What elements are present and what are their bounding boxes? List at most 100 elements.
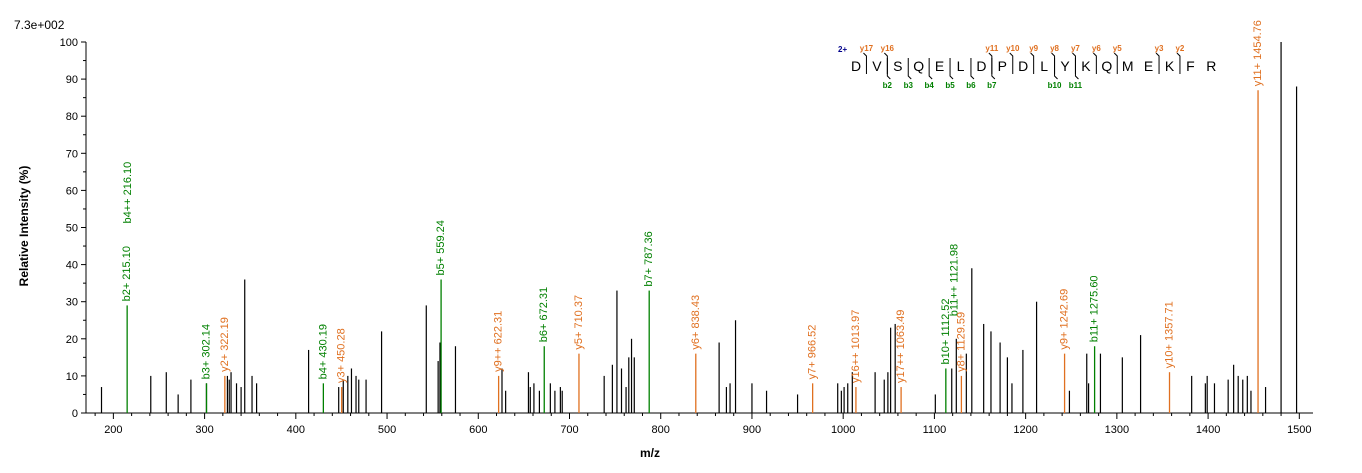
y-ion-bracket: [1155, 52, 1160, 74]
sequence-residue: K: [1081, 58, 1091, 74]
x-tick-label: 700: [560, 424, 578, 436]
x-tick-label: 1000: [831, 424, 855, 436]
sequence-residue: P: [998, 58, 1007, 74]
x-tick-label: 1100: [923, 424, 947, 436]
peak-label: b11+ 1275.60: [1089, 275, 1101, 342]
peak-label: b5+ 559.24: [435, 220, 447, 275]
peak-label: y8+ 1129.59: [955, 312, 967, 372]
peak-label: b4++ 216.10: [122, 162, 134, 224]
y-ion-label: y2: [1175, 44, 1184, 53]
peak-label: b11++ 1121.98: [948, 244, 960, 316]
b-ion-label: b11: [1069, 81, 1083, 90]
y-axis-label: Relative Intensity (%): [17, 166, 31, 287]
y-ion-label: y16: [881, 44, 895, 53]
sequence-residue: R: [1206, 58, 1216, 74]
peak-label: b4+ 430.19: [317, 324, 329, 379]
y-axis: 0 10 20 30 40 50 60 70 80 90 100: [60, 37, 87, 420]
sequence-residue: F: [1186, 58, 1195, 74]
y-ion-bracket: [1030, 52, 1035, 74]
sequence-residue: Q: [1101, 58, 1112, 74]
y-ion-label: y11: [985, 44, 998, 53]
y-tick-label: 30: [66, 297, 78, 309]
b-ion-label: b4: [924, 81, 934, 90]
b-ion-label: b2: [883, 81, 893, 90]
x-tick-label: 1300: [1105, 424, 1129, 436]
peak-label: b10+ 1112.52: [940, 299, 952, 365]
peak-label: b2+ 215.10: [121, 246, 133, 301]
y-ion-bracket: [1092, 52, 1097, 74]
y-ion-label: y9: [1029, 44, 1038, 53]
y-ion-label: y3: [1155, 44, 1164, 53]
peak-label: y2+ 322.19: [219, 317, 231, 372]
y-ion-label: y6: [1092, 44, 1101, 53]
b-ion-label: b7: [987, 81, 997, 90]
y-ion-label: y8: [1050, 44, 1059, 53]
b-ion-bracket: [1054, 58, 1058, 80]
b-ion-bracket: [970, 58, 975, 80]
y-ion-label: y7: [1071, 44, 1080, 53]
sequence-residue: L: [1040, 58, 1048, 74]
y-tick-label: 100: [60, 37, 78, 49]
b-ion-bracket: [886, 58, 891, 80]
y-tick-label: 70: [66, 148, 78, 160]
y-tick-label: 90: [66, 74, 78, 86]
x-tick-label: 400: [287, 424, 305, 436]
sequence-residue: L: [957, 58, 965, 74]
x-tick-label: 300: [195, 424, 213, 436]
y-tick-label: 0: [72, 408, 78, 420]
y-tick-label: 80: [66, 111, 78, 123]
peak-label: y5+ 710.37: [573, 295, 585, 350]
sequence-residue: D: [976, 58, 986, 74]
peak-label: y11+ 1454.76: [1252, 20, 1264, 86]
peak-label: b7+ 787.36: [643, 231, 655, 286]
sequence-residue: S: [893, 58, 902, 74]
peak-label: b6+ 672.31: [538, 287, 550, 342]
y-tick-label: 20: [66, 334, 78, 346]
x-axis-label: m/z: [640, 446, 660, 460]
sequence-residue: V: [872, 58, 882, 74]
sequence-residue: E: [1144, 58, 1153, 74]
intensity-scale-label: 7.3e+002: [14, 18, 65, 32]
y-ion-bracket: [1113, 52, 1118, 74]
b-ion-label: b6: [966, 81, 976, 90]
x-tick-label: 1200: [1013, 424, 1037, 436]
b-ion-bracket: [949, 58, 954, 80]
peak-label: y9+ 1242.69: [1059, 289, 1071, 350]
y-tick-label: 60: [66, 185, 78, 197]
y-tick-label: 10: [66, 371, 78, 383]
b-ion-label: b10: [1048, 81, 1062, 90]
y-ion-label: y10: [1006, 44, 1020, 53]
b-ion-label: b3: [904, 81, 914, 90]
y-tick-label: 40: [66, 260, 78, 272]
peak-label: y3+ 450.28: [336, 328, 348, 383]
b-ion-bracket: [928, 58, 933, 80]
charge-state-label: 2+: [838, 45, 847, 54]
sequence-residue: D: [851, 58, 861, 74]
x-tick-label: 1400: [1196, 424, 1220, 436]
b-ion-label: b5: [945, 81, 955, 90]
sequence-residue: Q: [913, 58, 924, 74]
peak-label: y6+ 838.43: [690, 295, 702, 350]
b-ion-bracket: [1074, 58, 1079, 80]
y-ion-label: y5: [1113, 44, 1122, 53]
peak-label: y10+ 1357.71: [1164, 301, 1176, 368]
sequence-residue: D: [1018, 58, 1028, 74]
y-ion-bracket: [1009, 52, 1014, 74]
x-tick-label: 200: [104, 424, 122, 436]
sequence-residue: K: [1165, 58, 1175, 74]
x-axis: 200 300 400 500 600 700 800 900 1000 1100 1200 1300…: [86, 412, 1313, 436]
peak-label: y7+ 966.52: [807, 325, 819, 380]
sequence-residue: Y: [1060, 58, 1070, 74]
y-ion-label: y17: [860, 44, 874, 53]
x-tick-label: 800: [652, 424, 670, 436]
x-tick-label: 900: [743, 424, 761, 436]
b-ion-bracket: [991, 58, 996, 80]
peaks: [100, 42, 1298, 413]
y-tick-label: 50: [66, 223, 78, 235]
peak-label: b3+ 302.14: [201, 324, 213, 379]
peak-label: y9++ 622.31: [493, 311, 505, 372]
peak-label: y16++ 1013.97: [850, 310, 862, 383]
y-ion-bracket: [1176, 52, 1181, 74]
x-tick-label: 1500: [1287, 424, 1311, 436]
